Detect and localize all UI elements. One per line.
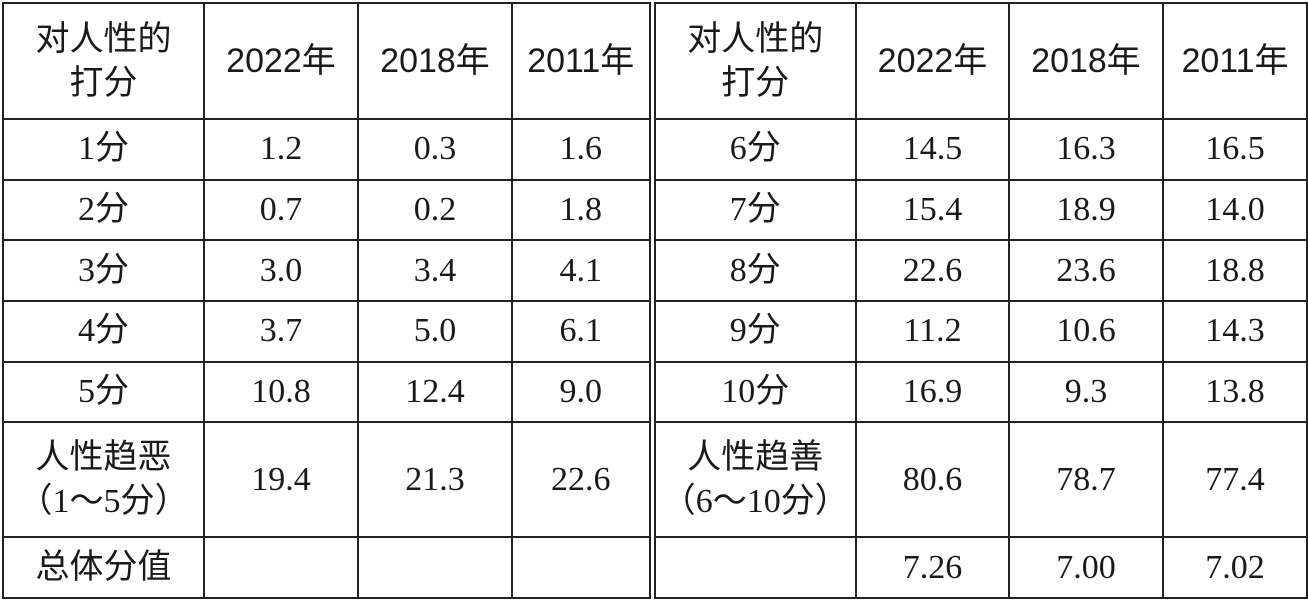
- table-cell: 1.6: [511, 118, 653, 181]
- cell-line: 对人性的: [687, 19, 824, 58]
- table-cell: 7.26: [855, 536, 1010, 599]
- table-cell: 14.3: [1162, 299, 1308, 363]
- table-cell: [357, 536, 513, 599]
- table-cell: 人性趋善 （6～10分）: [648, 421, 857, 539]
- table-cell: 10.8: [203, 360, 359, 424]
- table-row: 人性趋恶 （1～5分） 19.4 21.3 22.6 人性趋善 （6～10分） 80.6 78.…: [2, 421, 1308, 539]
- table-cell: 19.4: [203, 421, 359, 539]
- table-cell: 16.5: [1162, 118, 1308, 181]
- table-cell: 14.5: [855, 118, 1010, 181]
- table-cell: [511, 536, 653, 599]
- cell-line: 人性趋善: [687, 438, 824, 476]
- table-cell: 21.3: [357, 421, 513, 539]
- header-row: 对人性的 打分 2022年 2018年 2011年 对人性的 打分 2022年 2018年 201…: [2, 1, 1308, 121]
- table-row: 总体分值 7.26 7.00 7.02: [2, 536, 1308, 599]
- cell-line: 打分: [721, 64, 790, 103]
- table-cell: 3.0: [203, 239, 359, 302]
- table-cell: 16.3: [1008, 118, 1164, 181]
- table-cell: 4分: [2, 299, 205, 363]
- header-cell: 2022年: [855, 1, 1010, 121]
- table-cell: 3.4: [357, 239, 513, 302]
- header-cell: 2018年: [357, 1, 513, 121]
- table-row: 4分 3.7 5.0 6.1 9分 11.2 10.6 14.3: [2, 299, 1308, 363]
- table-cell: 23.6: [1008, 239, 1164, 302]
- table-cell: 10.6: [1008, 299, 1164, 363]
- table-cell: 2分: [2, 178, 205, 242]
- table-cell: 6.1: [511, 299, 653, 363]
- table-cell: 1分: [2, 118, 205, 181]
- table-cell: 0.7: [203, 178, 359, 242]
- table-cell: 6分: [648, 118, 857, 181]
- table-cell: 9.3: [1008, 360, 1164, 424]
- table-cell: 10分: [648, 360, 857, 424]
- table-cell: 0.3: [357, 118, 513, 181]
- table-cell: 78.7: [1008, 421, 1164, 539]
- header-cell: 2018年: [1008, 1, 1164, 121]
- table-cell: 18.8: [1162, 239, 1308, 302]
- table-row: 5分 10.8 12.4 9.0 10分 16.9 9.3 13.8: [2, 360, 1308, 424]
- table-cell: 3分: [2, 239, 205, 302]
- table-cell: 9.0: [511, 360, 653, 424]
- table-cell: 4.1: [511, 239, 653, 302]
- cell-line: 打分: [69, 64, 138, 103]
- cell-line: （6～10分）: [661, 482, 849, 520]
- table-cell: 总体分值: [2, 536, 205, 599]
- table-row: 3分 3.0 3.4 4.1 8分 22.6 23.6 18.8: [2, 239, 1308, 302]
- table-cell: 16.9: [855, 360, 1010, 424]
- table-cell: 5分: [2, 360, 205, 424]
- table-row: 1分 1.2 0.3 1.6 6分 14.5 16.3 16.5: [2, 118, 1308, 181]
- table-cell: 22.6: [855, 239, 1010, 302]
- table-cell: 18.9: [1008, 178, 1164, 242]
- table-cell: 77.4: [1162, 421, 1308, 539]
- table-cell: 13.8: [1162, 360, 1308, 424]
- cell-line: 人性趋恶: [35, 438, 172, 476]
- table-cell: 1.2: [203, 118, 359, 181]
- table-cell: 人性趋恶 （1～5分）: [2, 421, 205, 539]
- table-cell: 7.02: [1162, 536, 1308, 599]
- table-cell: 0.2: [357, 178, 513, 242]
- table-cell: 12.4: [357, 360, 513, 424]
- header-cell: 2011年: [511, 1, 653, 121]
- table-cell: 8分: [648, 239, 857, 302]
- header-cell: 2022年: [203, 1, 359, 121]
- table-cell: 9分: [648, 299, 857, 363]
- table-cell: 5.0: [357, 299, 513, 363]
- table-cell: 11.2: [855, 299, 1010, 363]
- header-cell: 2011年: [1162, 1, 1308, 121]
- table-cell: 22.6: [511, 421, 653, 539]
- cell-line: 对人性的: [35, 19, 172, 58]
- table-cell: 7分: [648, 178, 857, 242]
- table-cell: 80.6: [855, 421, 1010, 539]
- cell-line: （1～5分）: [18, 482, 189, 520]
- table-cell: 7.00: [1008, 536, 1164, 599]
- table-cell: 15.4: [855, 178, 1010, 242]
- table-cell: 14.0: [1162, 178, 1308, 242]
- table-cell: [648, 536, 857, 599]
- table-cell: [203, 536, 359, 599]
- table-cell: 3.7: [203, 299, 359, 363]
- table-cell: 1.8: [511, 178, 653, 242]
- table-row: 2分 0.7 0.2 1.8 7分 15.4 18.9 14.0: [2, 178, 1308, 242]
- header-cell: 对人性的 打分: [648, 1, 857, 121]
- header-cell: 对人性的 打分: [2, 1, 205, 121]
